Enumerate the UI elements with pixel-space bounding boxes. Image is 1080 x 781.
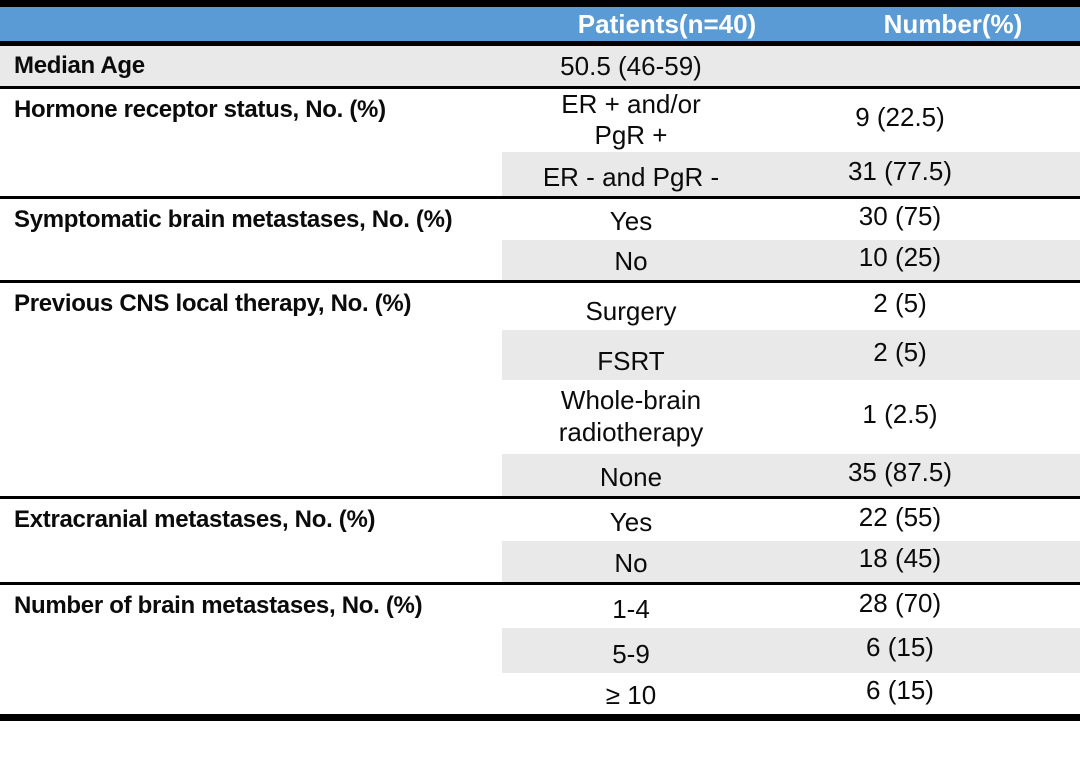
- table-row: Median Age 50.5 (46-59): [0, 43, 1080, 88]
- table-row: Symptomatic brain metastases, No. (%) Ye…: [0, 198, 1080, 240]
- number-value: 30 (75): [858, 201, 942, 232]
- patients-cell: 5-9: [502, 627, 760, 673]
- number-value: 10 (25): [858, 241, 942, 272]
- header-patients-label: Patients(n=40): [577, 8, 757, 39]
- patients-cell: Yes: [609, 205, 653, 236]
- table-row: ER - and PgR - 31 (77.5): [0, 151, 1080, 198]
- patients-cell: ≥ 10: [605, 680, 657, 711]
- row-label: Symptomatic brain metastases, No. (%): [14, 206, 453, 233]
- table-row: Hormone receptor status, No. (%) ER + an…: [0, 88, 1080, 152]
- number-cell: 1 (2.5): [760, 380, 1080, 454]
- patients-cell: 1-4: [612, 593, 650, 624]
- row-label: Median Age: [0, 43, 502, 88]
- number-value: 9 (22.5): [855, 102, 945, 133]
- number-cell: 30 (75): [760, 198, 1080, 240]
- patients-cell: Surgery: [585, 295, 677, 326]
- patients-cell: FSRT: [502, 329, 760, 380]
- number-cell: 31 (77.5): [760, 151, 1080, 198]
- number-value: 1 (2.5): [862, 398, 938, 429]
- patients-cell: No: [502, 239, 760, 282]
- row-label: Previous CNS local therapy, No. (%): [14, 290, 412, 317]
- number-cell: 22 (55): [760, 498, 1080, 541]
- number-cell: 35 (87.5): [760, 453, 1080, 498]
- number-value: 6 (15): [866, 632, 934, 663]
- patients-cell: 50.5 (46-59): [502, 43, 760, 88]
- table-row: FSRT 2 (5): [0, 329, 1080, 380]
- number-cell: 6 (15): [760, 673, 1080, 718]
- number-value: 22 (55): [858, 501, 942, 532]
- number-cell: 2 (5): [760, 329, 1080, 380]
- header-patients: Patients(n=40): [502, 3, 760, 46]
- section-number-of-brain-metastases: Number of brain metastases, No. (%) 1-4 …: [0, 583, 1080, 718]
- section-previous-cns-local-therapy: Previous CNS local therapy, No. (%) Surg…: [0, 281, 1080, 498]
- number-value: 18 (45): [858, 543, 942, 574]
- header-number-label: Number(%): [883, 8, 1023, 39]
- table-row: None 35 (87.5): [0, 453, 1080, 498]
- number-value: 35 (87.5): [847, 456, 953, 487]
- patients-cell: None: [502, 453, 760, 498]
- header-row: Patients(n=40) Number(%): [0, 3, 1080, 46]
- table-row: 5-9 6 (15): [0, 627, 1080, 673]
- number-cell: 6 (15): [760, 627, 1080, 673]
- row-label: Extracranial metastases, No. (%): [14, 506, 376, 533]
- header-number: Number(%): [760, 3, 1080, 46]
- section-extracranial-metastases: Extracranial metastases, No. (%) Yes 22 …: [0, 497, 1080, 584]
- number-value: 31 (77.5): [847, 155, 953, 186]
- table-row: No 18 (45): [0, 540, 1080, 584]
- number-value: 6 (15): [866, 675, 934, 706]
- table-row: ≥ 10 6 (15): [0, 673, 1080, 718]
- header-empty-cell: [0, 3, 502, 46]
- number-cell: 2 (5): [760, 282, 1080, 330]
- number-cell: 18 (45): [760, 540, 1080, 584]
- row-label: Hormone receptor status, No. (%): [14, 96, 386, 123]
- table-header: Patients(n=40) Number(%): [0, 3, 1080, 46]
- number-value: 2 (5): [873, 288, 927, 319]
- table-row: No 10 (25): [0, 239, 1080, 282]
- patients-cell: ER + and/or PgR +: [561, 89, 701, 151]
- number-cell: 9 (22.5): [760, 88, 1080, 152]
- row-label: Number of brain metastases, No. (%): [14, 592, 423, 619]
- number-cell: 28 (70): [760, 584, 1080, 628]
- section-median-age: Median Age 50.5 (46-59): [0, 43, 1080, 88]
- patients-cell: ER - and PgR -: [502, 151, 760, 198]
- number-value: 2 (5): [873, 336, 927, 367]
- patients-cell: Yes: [609, 506, 653, 537]
- table-row: Previous CNS local therapy, No. (%) Surg…: [0, 282, 1080, 330]
- table-row: Whole-brain radiotherapy 1 (2.5): [0, 380, 1080, 454]
- patient-characteristics-table: Patients(n=40) Number(%) Median Age 50.5…: [0, 0, 1080, 721]
- table-row: Number of brain metastases, No. (%) 1-4 …: [0, 584, 1080, 628]
- number-cell: 10 (25): [760, 239, 1080, 282]
- section-symptomatic-brain-metastases: Symptomatic brain metastases, No. (%) Ye…: [0, 197, 1080, 282]
- patients-cell: No: [502, 540, 760, 584]
- number-value: 28 (70): [858, 588, 942, 619]
- table-row: Extracranial metastases, No. (%) Yes 22 …: [0, 498, 1080, 541]
- section-hormone-receptor-status: Hormone receptor status, No. (%) ER + an…: [0, 87, 1080, 198]
- number-cell: [760, 43, 1080, 88]
- patients-cell: Whole-brain radiotherapy: [558, 385, 704, 447]
